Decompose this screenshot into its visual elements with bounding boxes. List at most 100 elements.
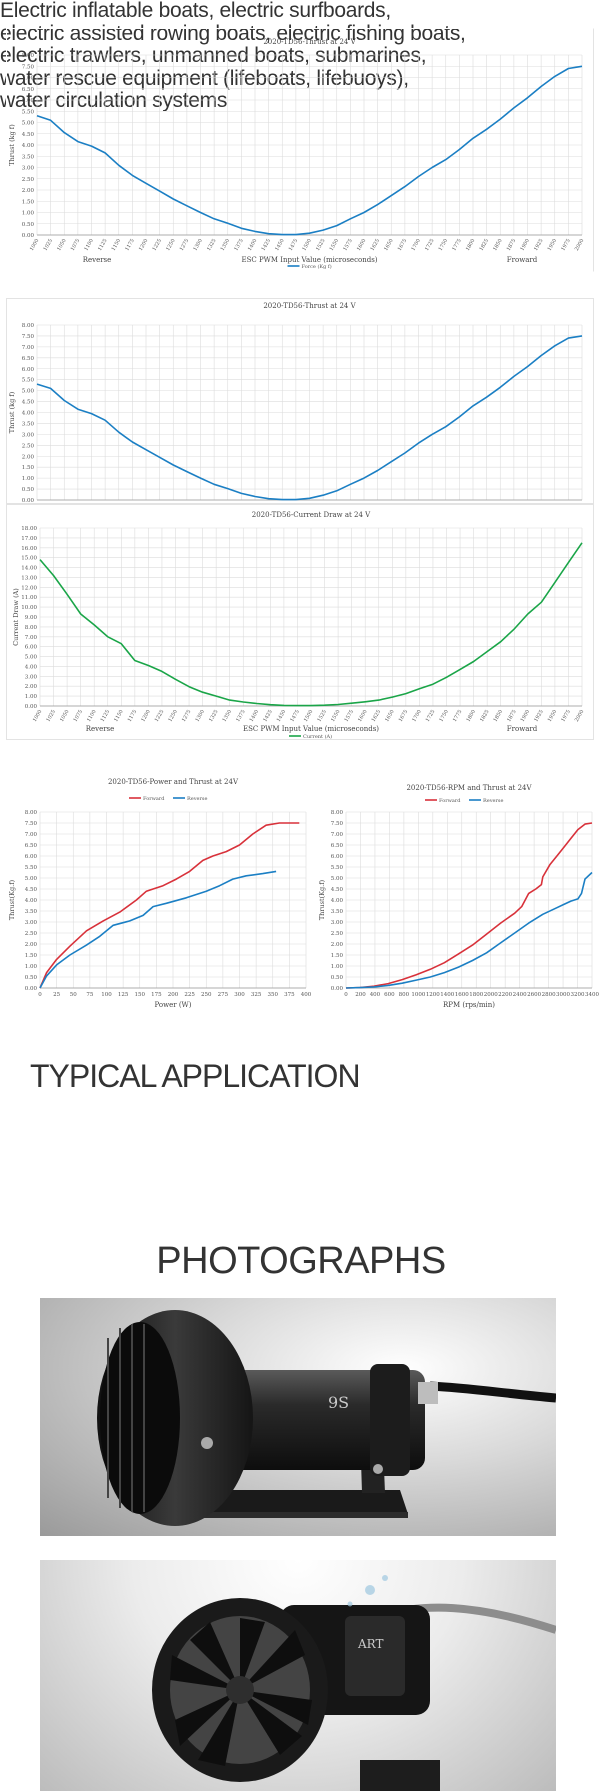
x-tick-label: 1325 bbox=[208, 709, 220, 723]
y-tick-label: 6.50 bbox=[331, 843, 344, 849]
y-tick-label: 8.00 bbox=[25, 625, 38, 631]
x-tick-label: 1650 bbox=[383, 238, 395, 252]
x-tick-label: 250 bbox=[201, 992, 212, 998]
y-tick-label: 1.00 bbox=[22, 211, 35, 217]
y-tick-label: 3.00 bbox=[25, 920, 38, 926]
x-tick-label: 1075 bbox=[70, 238, 82, 252]
y-tick-label: 4.00 bbox=[22, 411, 35, 417]
series-line-reverse bbox=[39, 870, 277, 989]
y-tick-label: 0.00 bbox=[331, 986, 344, 992]
x-tick-label: 1850 bbox=[492, 238, 504, 252]
x-tick-label: 1300 bbox=[195, 709, 207, 723]
series-line-forward bbox=[39, 822, 300, 989]
x-tick-label: 1525 bbox=[315, 238, 327, 252]
x-tick-label: 2000 bbox=[574, 238, 586, 252]
x-tick-label: 325 bbox=[251, 992, 262, 998]
x-tick-label: 300 bbox=[234, 992, 245, 998]
y-tick-label: 5.50 bbox=[22, 378, 35, 384]
x-tick-label: 1500 bbox=[303, 709, 315, 723]
y-axis-label: Thrust (kg f) bbox=[8, 391, 16, 433]
y-tick-label: 4.00 bbox=[25, 898, 38, 904]
x-tick-label: 0 bbox=[38, 992, 42, 998]
y-tick-label: 10.00 bbox=[21, 605, 37, 611]
x-tick-label: 1250 bbox=[165, 238, 177, 252]
y-tick-label: 0.00 bbox=[22, 233, 35, 239]
x-tick-label: 25 bbox=[53, 992, 60, 998]
product-label-1: 9S bbox=[328, 1393, 349, 1412]
x-tick-label: 1200 bbox=[426, 992, 440, 998]
x-axis-label: ESC PWM Input Value (microseconds) bbox=[243, 725, 379, 733]
x-tick-label: 1175 bbox=[127, 709, 139, 723]
x-tick-label: 400 bbox=[370, 992, 381, 998]
y-tick-label: 9.00 bbox=[25, 615, 38, 621]
x-tick-label: 2800 bbox=[542, 992, 556, 998]
chart1-panel bbox=[6, 28, 594, 272]
x-tick-label: 1200 bbox=[138, 238, 150, 252]
y-tick-label: 7.50 bbox=[22, 334, 35, 340]
y-tick-label: 6.50 bbox=[22, 87, 35, 93]
y-tick-label: 0.00 bbox=[25, 704, 38, 710]
legend-label: Forward bbox=[143, 796, 165, 802]
x-tick-label: 1200 bbox=[140, 709, 152, 723]
y-tick-label: 6.50 bbox=[22, 356, 35, 362]
y-tick-label: 7.00 bbox=[25, 832, 38, 838]
typical-application-heading: TYPICAL APPLICATION bbox=[30, 1058, 361, 1094]
x-tick-label: 1925 bbox=[533, 709, 545, 723]
x-tick-label: 1800 bbox=[466, 709, 478, 723]
x-tick-label: 1600 bbox=[356, 238, 368, 252]
chart2-panel bbox=[6, 298, 594, 504]
y-tick-label: 6.00 bbox=[331, 854, 344, 860]
x-tick-label: 1650 bbox=[384, 709, 396, 723]
x-tick-label: 0 bbox=[344, 992, 348, 998]
y-tick-label: 12.00 bbox=[21, 585, 37, 591]
x-tick-label: 1400 bbox=[440, 992, 454, 998]
x-tick-label: 225 bbox=[184, 992, 195, 998]
y-tick-label: 5.00 bbox=[22, 389, 35, 395]
y-tick-label: 0.50 bbox=[22, 222, 35, 228]
x-tick-label: 1700 bbox=[410, 238, 422, 252]
y-axis-label: Thrust(Kg.f) bbox=[8, 879, 16, 920]
y-tick-label: 4.50 bbox=[331, 887, 344, 893]
x-axis-label: Power (W) bbox=[154, 1001, 191, 1009]
x-tick-label: 50 bbox=[70, 992, 77, 998]
y-tick-label: 1.00 bbox=[22, 476, 35, 482]
x-tick-label: 1400 bbox=[249, 709, 261, 723]
x-tick-label: 1025 bbox=[43, 238, 55, 252]
x-tick-label: 1625 bbox=[370, 238, 382, 252]
x-tick-label: 1975 bbox=[560, 238, 572, 252]
x-tick-label: 1900 bbox=[519, 238, 531, 252]
x-tick-label: 100 bbox=[101, 992, 112, 998]
x-tick-label: 3000 bbox=[556, 992, 570, 998]
x-axis-label: ESC PWM Input Value (microseconds) bbox=[241, 256, 377, 264]
y-tick-label: 2.00 bbox=[22, 188, 35, 194]
y-tick-label: 8.00 bbox=[25, 810, 38, 816]
x-tick-label: 1275 bbox=[179, 238, 191, 252]
x-tick-label: 1575 bbox=[342, 238, 354, 252]
y-tick-label: 8.00 bbox=[22, 53, 35, 59]
y-tick-label: 6.00 bbox=[25, 854, 38, 860]
y-axis-label: Current Draw (A) bbox=[12, 588, 20, 646]
y-tick-label: 11.00 bbox=[21, 595, 37, 601]
y-tick-label: 7.00 bbox=[25, 635, 38, 641]
x-tick-label: 1925 bbox=[533, 238, 545, 252]
x-tick-label: 1225 bbox=[154, 709, 166, 723]
x-tick-label: 1950 bbox=[547, 238, 559, 252]
x-tick-label: 1400 bbox=[247, 238, 259, 252]
y-tick-label: 3.50 bbox=[22, 154, 35, 160]
x-tick-label: 1375 bbox=[233, 238, 245, 252]
y-tick-label: 4.00 bbox=[22, 143, 35, 149]
legend-label: Forward bbox=[439, 798, 461, 804]
x-tick-label: 1675 bbox=[397, 238, 409, 252]
x-tick-label: 1025 bbox=[45, 709, 57, 723]
y-tick-label: 1.50 bbox=[22, 465, 35, 471]
x-tick-label: 1475 bbox=[289, 709, 301, 723]
x-tick-label: 1750 bbox=[438, 709, 450, 723]
x-tick-label: 1225 bbox=[152, 238, 164, 252]
x-tick-label: 1275 bbox=[181, 709, 193, 723]
x-tick-label: 1825 bbox=[479, 709, 491, 723]
series-line-force-kg-f- bbox=[36, 65, 583, 236]
y-tick-label: 3.00 bbox=[22, 432, 35, 438]
chart3-panel bbox=[6, 504, 594, 740]
x-tick-label: 350 bbox=[268, 992, 279, 998]
x-tick-label: 1725 bbox=[424, 238, 436, 252]
